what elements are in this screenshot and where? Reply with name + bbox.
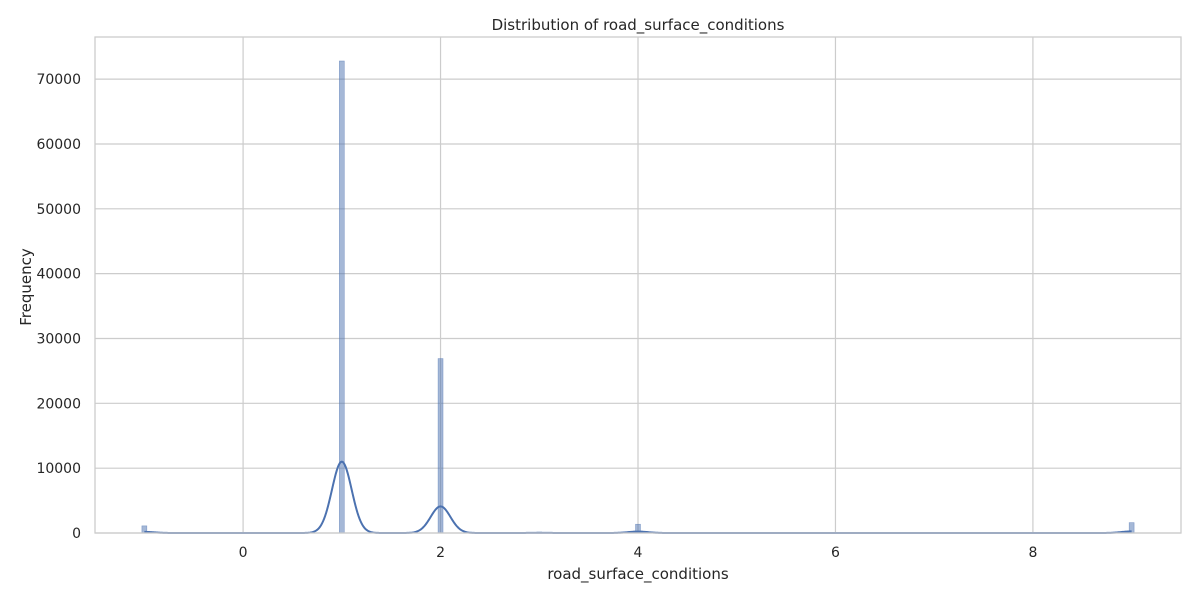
y-tick-label: 10000 xyxy=(36,461,81,477)
chart-title: Distribution of road_surface_conditions xyxy=(492,16,785,35)
y-tick-label: 60000 xyxy=(36,137,81,153)
y-axis-label: Frequency xyxy=(17,248,35,326)
y-tick-label: 20000 xyxy=(36,396,81,412)
y-tick-label: 70000 xyxy=(36,72,81,88)
y-tick-label: 40000 xyxy=(36,267,81,283)
grid-lines xyxy=(95,37,1181,534)
x-tick-label: 4 xyxy=(634,545,643,561)
y-tick-label: 0 xyxy=(72,526,81,542)
x-tick-labels: 0 2 4 6 8 xyxy=(239,545,1038,561)
x-tick-label: 0 xyxy=(239,545,248,561)
y-tick-labels: 0 10000 20000 30000 40000 50000 60000 70000 xyxy=(36,72,81,542)
x-tick-label: 8 xyxy=(1028,545,1037,561)
x-axis-label: road_surface_conditions xyxy=(547,565,729,584)
x-tick-label: 2 xyxy=(436,545,445,561)
y-tick-label: 30000 xyxy=(36,331,81,347)
y-tick-label: 50000 xyxy=(36,202,81,218)
x-tick-label: 6 xyxy=(831,545,840,561)
plot-frame xyxy=(94,36,1182,534)
